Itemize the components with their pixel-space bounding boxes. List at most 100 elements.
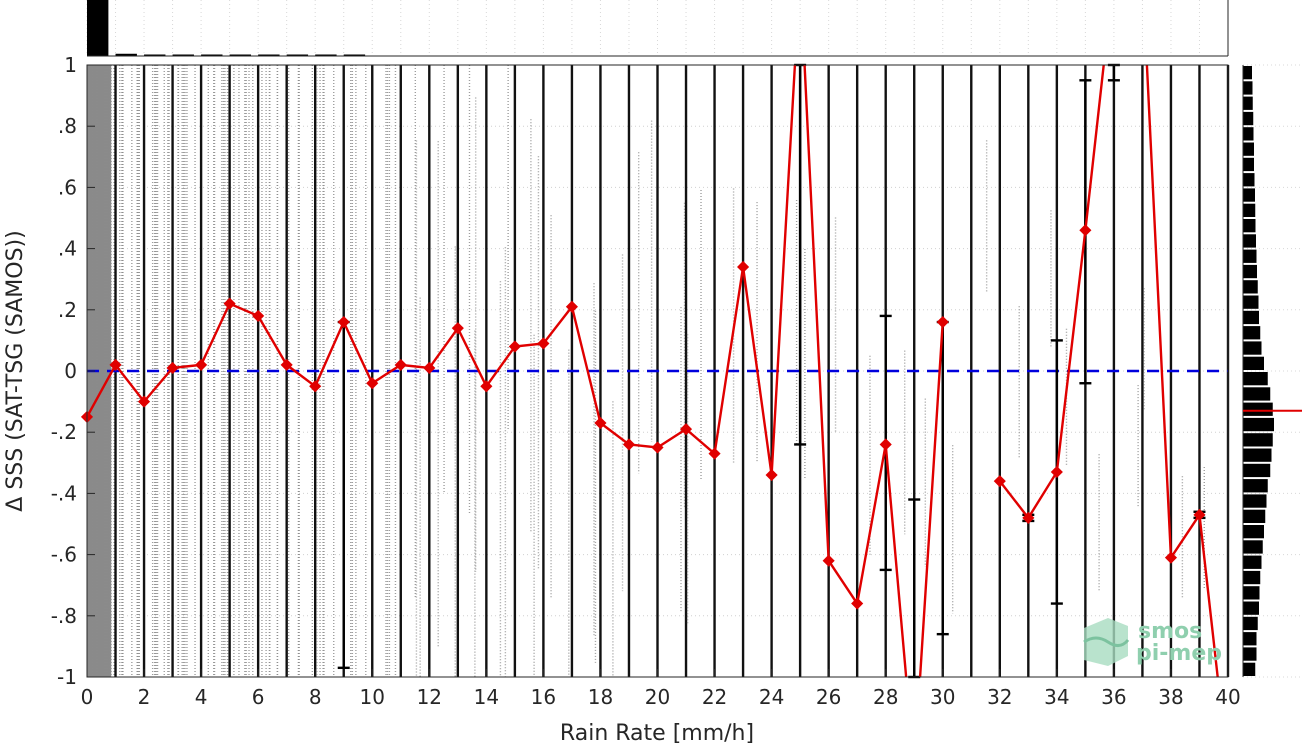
- top-histogram-bar: [286, 54, 309, 56]
- x-tick-label: 26: [816, 685, 841, 709]
- series-marker: [1050, 465, 1063, 479]
- right-histogram-bar: [1243, 494, 1267, 508]
- right-histogram-bar: [1243, 66, 1252, 80]
- right-histogram-bar: [1243, 310, 1259, 325]
- x-tick-label: 4: [195, 685, 208, 709]
- x-tick-label: 38: [1158, 685, 1183, 709]
- y-axis-title: Δ SSS (SAT-TSG (SAMOS)): [3, 230, 28, 511]
- right-histogram-bar: [1243, 402, 1273, 416]
- x-tick-label: 2: [138, 685, 151, 709]
- series-marker: [622, 438, 636, 451]
- right-histogram-bar: [1243, 387, 1271, 401]
- right-histogram-bar: [1243, 601, 1259, 615]
- right-histogram-bar: [1243, 372, 1268, 386]
- right-histogram-bar: [1243, 127, 1254, 141]
- y-tick-label: -.4: [51, 481, 77, 505]
- series-marker: [223, 297, 236, 310]
- y-tick-label: 1: [64, 53, 77, 77]
- series-marker: [651, 441, 664, 454]
- series-marker: [679, 423, 693, 436]
- right-histogram-bar: [1243, 525, 1264, 539]
- x-tick-label: 28: [873, 685, 898, 709]
- right-histogram-bar: [1243, 616, 1258, 631]
- x-tick-label: 10: [360, 685, 385, 709]
- series-marker: [366, 377, 379, 390]
- series-marker: [737, 260, 750, 274]
- right-histogram-bar: [1243, 662, 1256, 676]
- y-tick-label: .8: [58, 114, 77, 138]
- right-histogram-bar: [1243, 234, 1256, 248]
- top-histogram-bar: [201, 54, 223, 56]
- top-histogram-bar: [87, 0, 109, 56]
- series-marker: [537, 337, 550, 350]
- x-tick-label: 12: [417, 685, 442, 709]
- series-marker: [708, 447, 721, 460]
- right-histogram-bar: [1243, 570, 1261, 585]
- x-tick-label: 20: [645, 685, 670, 709]
- series-marker: [309, 380, 322, 393]
- series-marker: [765, 468, 778, 482]
- right-histogram-bar: [1243, 173, 1255, 187]
- right-histogram-bar: [1243, 264, 1257, 279]
- right-histogram-bar: [1243, 249, 1257, 263]
- right-histogram-bar: [1243, 555, 1262, 569]
- top-histogram-bar: [343, 54, 366, 56]
- series-marker: [879, 438, 892, 451]
- x-tick-label: 40: [1215, 685, 1240, 709]
- x-tick-label: 14: [474, 685, 499, 709]
- x-tick-label: 30: [930, 685, 955, 709]
- y-tick-label: -.2: [51, 420, 77, 444]
- smos-pimep-logo: smos pi-mep: [1083, 618, 1222, 666]
- right-histogram-bar: [1243, 157, 1254, 172]
- y-tick-label: -.6: [51, 543, 77, 567]
- top-histogram-bar: [229, 54, 252, 56]
- series-marker: [851, 597, 864, 610]
- right-histogram-bar: [1243, 142, 1254, 156]
- x-tick-label: 34: [1044, 685, 1069, 709]
- x-tick-label: 8: [309, 685, 322, 709]
- x-tick-label: 6: [252, 685, 265, 709]
- series-line: [998, 65, 1219, 677]
- top-histogram-bar: [144, 54, 166, 56]
- series-marker: [993, 475, 1006, 488]
- x-tick-label: 22: [702, 685, 727, 709]
- series-marker: [252, 309, 265, 322]
- series-marker: [451, 322, 464, 335]
- right-histogram-panel: [1242, 64, 1302, 678]
- x-tick-label: 32: [987, 685, 1012, 709]
- top-histogram-bar: [172, 54, 194, 56]
- logo-text-line1: smos: [1138, 619, 1202, 644]
- x-tick-label: 36: [1101, 685, 1126, 709]
- series-marker: [137, 395, 151, 408]
- right-histogram-bar: [1243, 586, 1260, 600]
- y-tick-label: .6: [58, 175, 77, 199]
- x-axis-ticks: 0 2 4 6 8 10 12 14 16 18 20 22 24 26 28 30 32 34 36 38 40: [81, 669, 1241, 709]
- right-histogram-bar: [1243, 356, 1264, 370]
- x-tick-label: 0: [81, 685, 94, 709]
- top-histogram-bar: [315, 54, 337, 56]
- top-histogram-bar: [115, 53, 137, 56]
- right-histogram-bar: [1243, 341, 1262, 355]
- right-histogram-bar: [1243, 540, 1263, 554]
- series-marker: [337, 315, 350, 329]
- series-marker: [394, 358, 407, 371]
- logo-mark-wave: [1083, 636, 1130, 647]
- y-tick-label: -1: [57, 665, 77, 689]
- series-marker: [594, 416, 607, 430]
- series-marker: [936, 315, 949, 329]
- series-marker: [1022, 511, 1035, 524]
- y-tick-label: -.8: [51, 604, 77, 628]
- x-tick-label: 18: [588, 685, 613, 709]
- series-marker: [166, 361, 179, 375]
- x-axis-title: Rain Rate [mm/h]: [560, 721, 754, 745]
- right-histogram-bar: [1243, 280, 1258, 294]
- series-marker: [109, 358, 122, 371]
- series-marker: [423, 361, 436, 375]
- right-histogram-bar: [1243, 448, 1272, 462]
- right-histogram-bar: [1243, 647, 1257, 661]
- series-marker: [508, 340, 521, 353]
- right-histogram-bar: [1243, 203, 1256, 217]
- series-marker: [822, 554, 835, 567]
- right-histogram-bar: [1243, 111, 1254, 126]
- right-histogram-bar: [1243, 417, 1274, 432]
